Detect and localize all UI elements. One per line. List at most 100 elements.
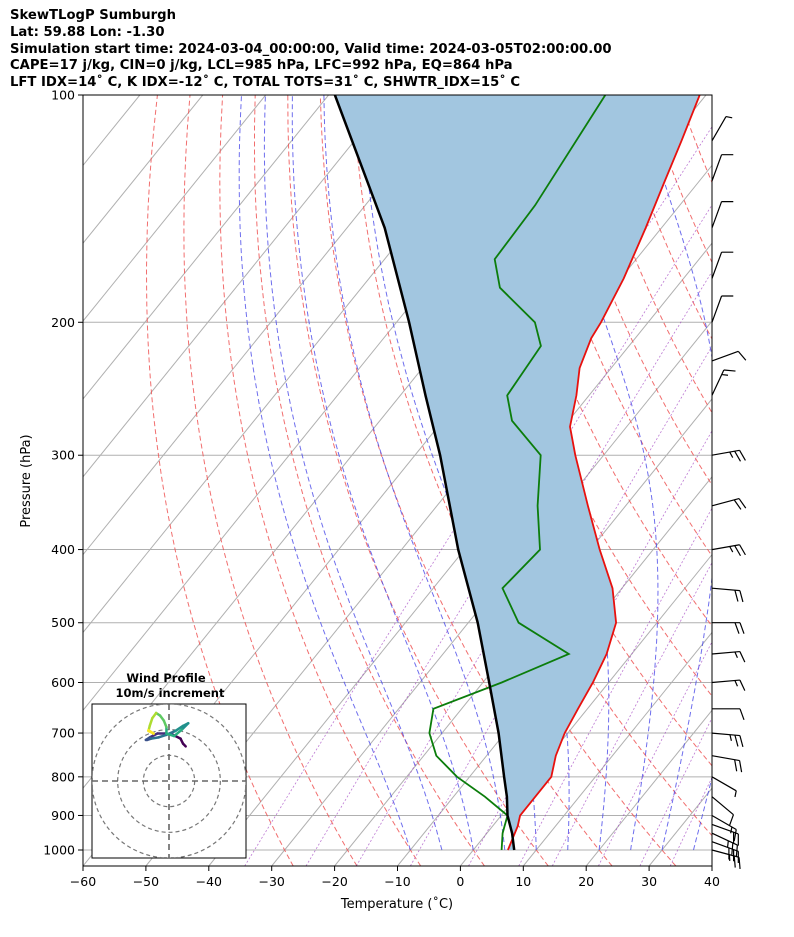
barb-staff	[711, 587, 740, 592]
barb-half	[734, 651, 738, 659]
barb-staff	[711, 251, 723, 279]
barb-staff	[711, 350, 739, 362]
wind-barb	[711, 154, 734, 182]
dewpoint-line	[428, 95, 607, 851]
wind-barb	[711, 679, 746, 691]
barb-flag	[734, 759, 738, 772]
barb-staff	[711, 154, 723, 182]
wind-barb	[711, 295, 734, 323]
y-tick-label: 500	[51, 615, 75, 630]
hodograph-segment	[180, 722, 190, 731]
barb-flag	[735, 844, 738, 857]
isotherm-line	[83, 95, 392, 478]
wind-barb	[712, 708, 745, 721]
wind-barb	[711, 650, 746, 663]
wind-barb	[711, 841, 739, 863]
barb-flag	[737, 851, 739, 863]
hodograph-segment	[149, 736, 160, 740]
x-tick-label: 20	[578, 874, 594, 889]
barb-flag	[739, 544, 746, 556]
mixing-ratio-line	[598, 640, 712, 866]
y-tick-label: 700	[51, 726, 75, 741]
wind-barb	[711, 369, 736, 396]
isotherm-line	[648, 787, 712, 866]
barb-flag	[733, 499, 742, 510]
hodograph-subtitle: 10m/s increment	[116, 686, 225, 700]
mixing-ratio-line	[551, 561, 712, 866]
dry-adiabat-line	[417, 95, 712, 767]
x-tick-label: 40	[704, 874, 720, 889]
x-tick-label: −50	[133, 874, 159, 889]
wind-barb	[711, 115, 733, 142]
hodograph-title: Wind Profile	[126, 671, 206, 685]
barb-staff	[711, 796, 734, 816]
mixing-ratio-line	[244, 126, 712, 866]
time-line: Simulation start time: 2024-03-04_00:00:…	[10, 41, 612, 57]
dry-adiabat-line	[145, 95, 294, 866]
isotherm-line	[334, 398, 712, 866]
barb-flag	[739, 590, 744, 603]
location-line: Lat: 59.88 Lon: -1.30	[10, 24, 165, 40]
barb-flag	[721, 295, 734, 297]
isotherm-line	[271, 320, 712, 866]
dry-adiabat-line	[645, 95, 712, 264]
parcel-line	[333, 95, 516, 851]
barb-flag	[733, 855, 736, 868]
profile-lines	[333, 95, 701, 851]
barb-flag	[739, 450, 746, 461]
wind-barb	[711, 755, 743, 773]
barb-half	[725, 115, 733, 119]
isotherm-line	[83, 95, 267, 322]
barb-flag	[728, 814, 735, 826]
barb-flag	[721, 154, 734, 156]
barb-staff	[711, 732, 740, 737]
moist-adiabat-line	[539, 95, 659, 851]
x-tick-label: 0	[456, 874, 464, 889]
mixing-ratio-line	[639, 717, 712, 866]
barb-flag	[739, 622, 745, 634]
moist-adiabat-line	[360, 95, 537, 850]
barb-flag	[733, 849, 735, 862]
y-axis-label: Pressure (hPa)	[19, 434, 34, 527]
barb-staff	[711, 823, 739, 835]
moist-adiabat-line	[238, 95, 411, 851]
y-tick-label: 800	[51, 769, 75, 784]
isotherm-line	[83, 95, 329, 400]
hodograph: Wind Profile 10m/s increment	[91, 671, 247, 859]
isotherm-line	[83, 95, 455, 556]
moist-adiabat-line	[323, 95, 506, 851]
barb-flag	[733, 832, 735, 844]
y-tick-label: 100	[51, 88, 75, 103]
y-tick-label: 300	[51, 448, 75, 463]
wind-barb	[711, 823, 739, 846]
temperature-line	[507, 95, 701, 851]
dry-adiabat-line	[254, 95, 485, 866]
mixing-ratio-line	[355, 270, 712, 866]
chart-title: SkewTLogP Sumburgh	[10, 8, 176, 23]
wind-barb	[711, 796, 735, 826]
isotherm-line	[711, 865, 712, 866]
hodograph-plot	[92, 704, 246, 858]
y-tick-label: 900	[51, 808, 75, 823]
wind-barb	[711, 497, 747, 510]
barb-flag	[728, 847, 730, 860]
barb-flag	[734, 622, 740, 634]
cape-line: CAPE=17 j/kg, CIN=0 j/kg, LCL=985 hPa, L…	[10, 58, 513, 74]
barb-flag	[739, 651, 746, 663]
isotherm-line	[460, 553, 712, 866]
dry-adiabat-line	[219, 95, 422, 866]
barb-flag	[723, 369, 736, 372]
isotherm-line	[522, 631, 712, 866]
hodograph-segment	[165, 732, 176, 738]
x-tick-label: −60	[70, 874, 96, 889]
hodograph-segment	[172, 728, 184, 738]
x-tick-label: −20	[321, 874, 347, 889]
moist-adiabat-line	[263, 95, 443, 851]
wind-barb	[711, 350, 747, 362]
x-tick-label: −10	[384, 874, 410, 889]
wind-barb	[711, 849, 741, 869]
axis-ticks: −60 −50 −40 −30 −20 −10 0 10 20 30 40 100 200 300 400 5…	[43, 88, 720, 890]
wind-barbs	[711, 115, 747, 869]
barb-flag	[734, 545, 742, 557]
